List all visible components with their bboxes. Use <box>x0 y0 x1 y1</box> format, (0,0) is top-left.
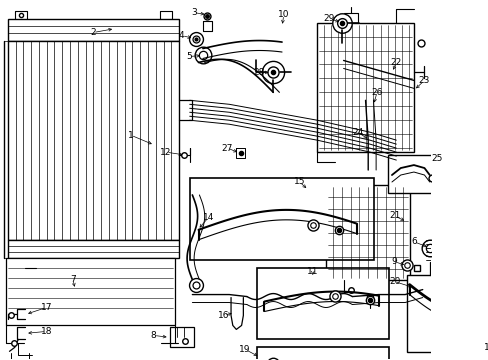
Text: 10: 10 <box>278 10 289 19</box>
Text: 13: 13 <box>483 343 488 352</box>
Bar <box>169 328 194 347</box>
Bar <box>6 258 174 325</box>
Text: 15: 15 <box>293 177 305 186</box>
Text: 23: 23 <box>418 76 429 85</box>
Bar <box>387 155 435 193</box>
Text: 14: 14 <box>202 213 213 222</box>
Text: 5: 5 <box>185 52 191 61</box>
Text: 11: 11 <box>306 267 318 276</box>
Bar <box>189 178 374 260</box>
Text: 21: 21 <box>388 211 400 220</box>
Text: 9: 9 <box>391 257 397 266</box>
Bar <box>257 268 388 339</box>
Bar <box>8 240 179 258</box>
Bar <box>325 185 408 280</box>
Text: 12: 12 <box>160 148 171 157</box>
Text: 1: 1 <box>128 131 133 140</box>
Text: 18: 18 <box>41 327 52 336</box>
Text: 3: 3 <box>191 8 197 17</box>
Text: 29: 29 <box>323 14 334 23</box>
Text: 17: 17 <box>41 303 52 312</box>
Text: 4: 4 <box>179 31 184 40</box>
Bar <box>317 23 413 152</box>
Text: 22: 22 <box>390 58 401 67</box>
Text: 16: 16 <box>218 311 229 320</box>
Bar <box>257 347 388 360</box>
Text: 25: 25 <box>430 154 442 163</box>
Text: 24: 24 <box>351 128 363 137</box>
Text: 28: 28 <box>253 68 264 77</box>
Bar <box>406 275 488 352</box>
Text: 26: 26 <box>370 88 382 97</box>
Text: 8: 8 <box>150 331 156 340</box>
Text: 27: 27 <box>222 144 233 153</box>
Bar <box>8 19 179 41</box>
Text: 6: 6 <box>410 237 416 246</box>
Text: 19: 19 <box>239 345 250 354</box>
Bar <box>8 41 179 240</box>
Text: 20: 20 <box>388 277 400 286</box>
Text: 7: 7 <box>70 275 76 284</box>
Text: 2: 2 <box>90 28 96 37</box>
